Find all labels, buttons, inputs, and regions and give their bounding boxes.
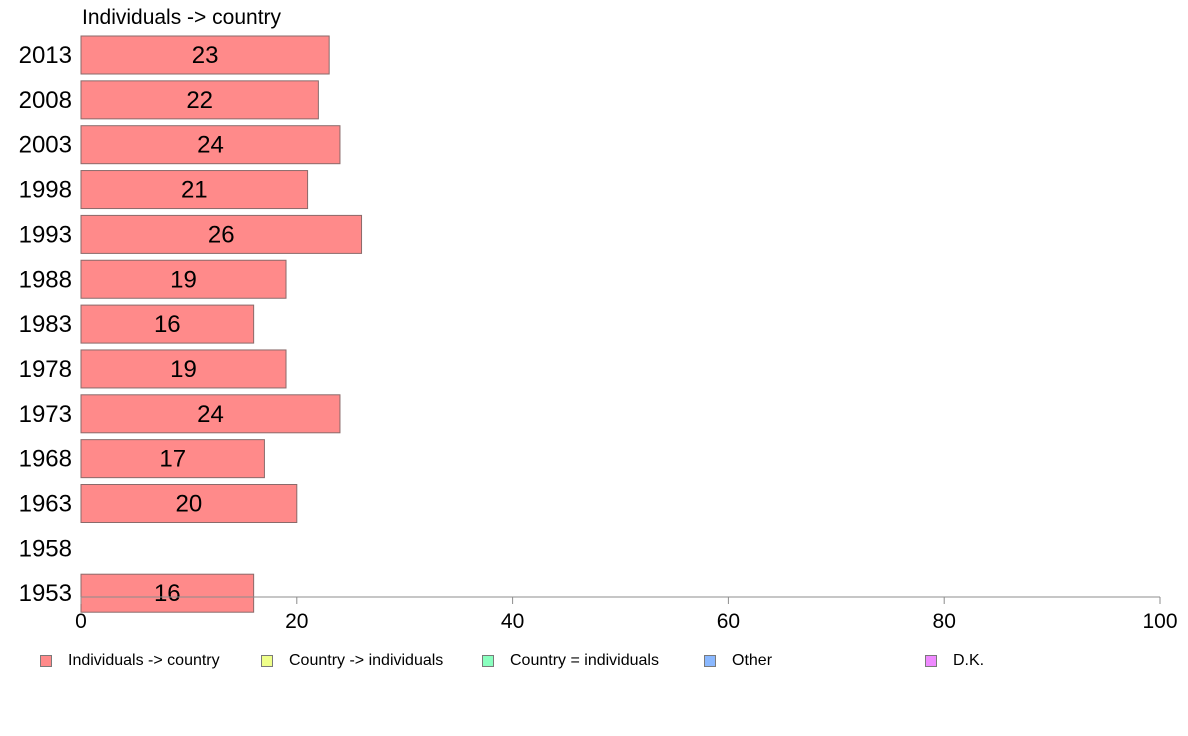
bar-value-label-1993: 26	[208, 221, 235, 248]
year-label-1963: 1963	[19, 491, 72, 518]
bar-value-label-1978: 19	[170, 356, 197, 383]
x-tick-label-20: 20	[285, 610, 308, 633]
bars-group	[80, 35, 363, 613]
bar-1978	[80, 349, 287, 389]
bar-1963	[80, 484, 298, 523]
legend-item-individuals-country: Individuals -> country	[40, 650, 220, 672]
year-label-1953: 1953	[19, 580, 72, 607]
bar-value-label-1998: 21	[181, 177, 208, 204]
year-label-1998: 1998	[19, 177, 72, 204]
bar-2013	[80, 35, 330, 75]
year-label-1958: 1958	[19, 535, 72, 562]
bar-value-label-2003: 24	[197, 132, 224, 159]
year-label-2013: 2013	[19, 42, 72, 69]
bar-value-label-1963: 20	[176, 491, 203, 518]
legend-label: Country = individuals	[510, 652, 659, 669]
bar-value-label-1968: 17	[159, 446, 186, 473]
legend-label: D.K.	[953, 652, 985, 669]
year-label-1978: 1978	[19, 356, 72, 383]
legend-swatch-country-individuals	[261, 655, 273, 667]
bar-value-label-2013: 23	[192, 42, 219, 69]
year-labels-group: 2013 2008 2003 1998 1993 1988 1983 1978 1973 1968…	[19, 42, 72, 607]
legend-swatch-other	[704, 655, 716, 667]
legend-label: Individuals -> country	[68, 652, 220, 669]
year-label-1968: 1968	[19, 446, 72, 473]
bar-1998	[80, 170, 309, 210]
bar-1988	[80, 259, 287, 299]
legend-swatch-dk	[925, 655, 937, 667]
year-label-1973: 1973	[19, 401, 72, 428]
bar-value-label-1973: 24	[197, 401, 224, 428]
bar-1973	[80, 394, 341, 434]
bar-1983	[80, 304, 255, 344]
bar-1953	[80, 573, 255, 613]
year-label-1988: 1988	[19, 266, 72, 293]
x-tick-label-100: 100	[1142, 610, 1177, 633]
x-axis: 0 20 40 60 80 100	[75, 596, 1178, 633]
chart-title: Individuals -> country	[82, 6, 282, 29]
bar-value-label-2008: 22	[186, 87, 213, 114]
bar-value-label-1953: 16	[154, 580, 181, 607]
bar-value-label-1983: 16	[154, 311, 181, 338]
bar-2008	[80, 80, 319, 120]
legend-item-other: Other	[704, 650, 772, 672]
bar-2003	[80, 125, 341, 165]
legend-label: Country -> individuals	[289, 652, 444, 669]
bar-1993	[80, 214, 363, 254]
year-label-1993: 1993	[19, 221, 72, 248]
bar-1968	[80, 439, 265, 479]
legend-item-dk: D.K.	[925, 650, 984, 672]
legend-item-country-individuals: Country -> individuals	[261, 650, 443, 672]
bar-value-label-1988: 19	[170, 266, 197, 293]
year-label-1983: 1983	[19, 311, 72, 338]
legend-label: Other	[732, 652, 773, 669]
x-tick-label-60: 60	[717, 610, 740, 633]
x-tick-label-40: 40	[501, 610, 524, 633]
x-tick-label-80: 80	[933, 610, 956, 633]
legend-swatch-country-equals-individuals	[482, 655, 494, 667]
legend-swatch-individuals-country	[40, 655, 52, 667]
x-tick-label-0: 0	[75, 610, 87, 633]
year-label-2008: 2008	[19, 87, 72, 114]
year-label-2003: 2003	[19, 132, 72, 159]
legend: Individuals -> country Country -> indivi…	[40, 650, 1140, 672]
legend-item-country-equals-individuals: Country = individuals	[482, 650, 659, 672]
